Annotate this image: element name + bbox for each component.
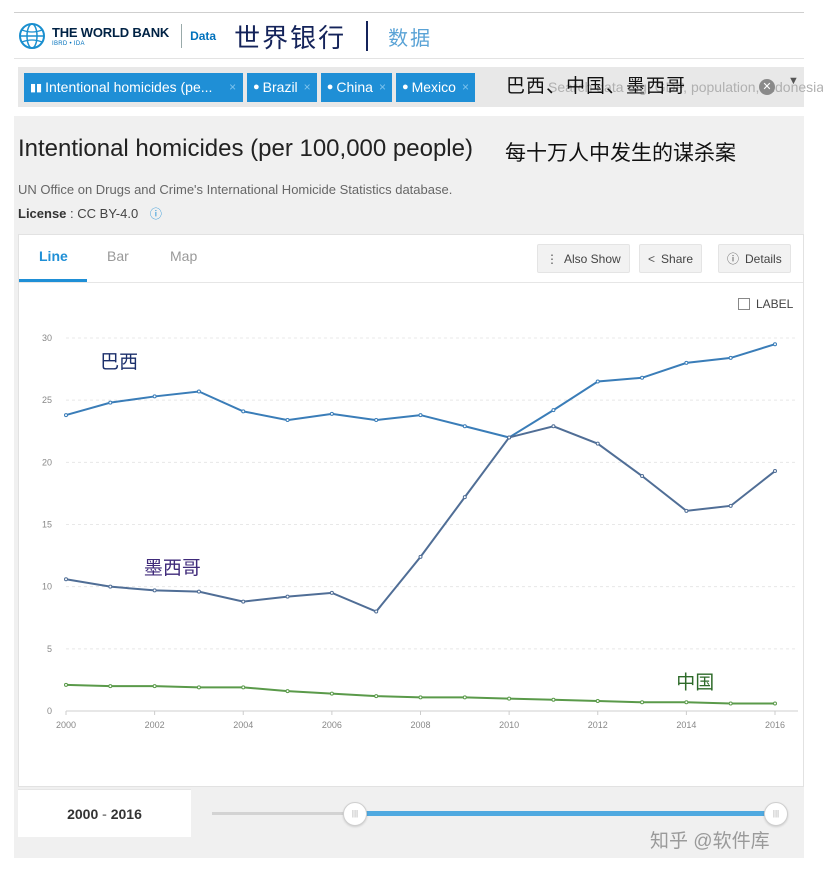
chip-mexico[interactable]: ● Mexico × — [395, 72, 475, 102]
chip-remove-icon[interactable]: × — [378, 80, 386, 94]
chip-indicator-label: Intentional homicides (pe... — [45, 79, 213, 95]
chip-remove-icon[interactable]: × — [461, 80, 469, 94]
header-divider — [181, 24, 183, 48]
also-show-label: Also Show — [564, 251, 621, 266]
share-label: Share — [661, 251, 694, 266]
chip-mexico-label: Mexico — [411, 79, 456, 95]
range-separator: - — [98, 805, 111, 822]
info-icon[interactable]: ⓘ — [149, 207, 162, 221]
top-border — [14, 12, 804, 13]
site-header: THE WORLD BANK IBRD • IDA Data 世界银行 数据 — [14, 14, 804, 58]
logo-subtitle: IBRD • IDA — [52, 40, 85, 47]
map-pin-icon: ● — [253, 81, 260, 93]
bar-chart-icon: ▮▮ — [30, 81, 43, 94]
watermark: 知乎 @软件库 — [650, 831, 770, 852]
header-cn-subtitle: 数据 — [388, 25, 433, 50]
chevron-down-icon[interactable]: ▼ — [788, 75, 799, 87]
chip-china[interactable]: ● China × — [320, 72, 392, 102]
license-line: License : CC BY-4.0 ⓘ — [18, 205, 162, 222]
info-circle-icon: ⓘ — [727, 252, 740, 266]
vertical-dots-icon: ⋮ — [546, 251, 558, 266]
tabs-divider — [19, 282, 803, 283]
chip-brazil-label: Brazil — [262, 79, 298, 95]
chip-remove-icon[interactable]: × — [229, 80, 237, 94]
header-cn-divider — [366, 21, 369, 51]
also-show-button[interactable]: ⋮ Also Show — [537, 244, 630, 273]
page-title: Intentional homicides (per 100,000 peopl… — [18, 135, 473, 162]
label-checkbox[interactable]: LABEL — [738, 297, 793, 311]
slider-selected-range — [355, 811, 775, 816]
share-button[interactable]: < Share — [639, 244, 703, 273]
details-button[interactable]: ⓘ Details — [718, 244, 791, 273]
world-bank-globe-icon[interactable] — [18, 22, 46, 50]
data-source: UN Office on Drugs and Crime's Internati… — [18, 182, 453, 197]
logo-title: THE WORLD BANK — [52, 24, 170, 40]
filter-cn-annotation: 巴西、中国、墨西哥 — [506, 75, 687, 97]
page-title-cn: 每十万人中发生的谋杀案 — [505, 141, 736, 165]
tab-line[interactable]: Line — [39, 248, 68, 264]
details-label: Details — [745, 251, 782, 266]
slider-handle-start[interactable]: ||| — [343, 802, 367, 826]
range-start: 2000 — [67, 805, 99, 822]
data-link[interactable]: Data — [190, 29, 217, 43]
label-checkbox-text: LABEL — [756, 297, 794, 311]
clear-all-icon[interactable]: ✕ — [759, 79, 775, 95]
header-cn-title: 世界银行 — [234, 23, 347, 54]
header-bottom-border — [14, 58, 804, 59]
range-end: 2016 — [110, 805, 142, 822]
chart-card — [18, 234, 804, 787]
map-pin-icon: ● — [401, 81, 409, 93]
year-range-display: 2000 - 2016 — [18, 789, 191, 837]
chip-indicator[interactable]: ▮▮ Intentional homicides (pe... × — [24, 72, 243, 102]
chip-china-label: China — [336, 79, 373, 95]
tab-map[interactable]: Map — [170, 248, 198, 264]
active-tab-indicator — [19, 279, 87, 282]
chip-remove-icon[interactable]: × — [303, 80, 311, 94]
tab-bar[interactable]: Bar — [107, 248, 129, 264]
slider-handle-end[interactable]: ||| — [764, 802, 788, 826]
share-icon: < — [648, 251, 656, 266]
license-label: License — [18, 206, 67, 221]
license-value: : CC BY-4.0 — [70, 206, 139, 221]
search-input[interactable]: Search data e.g. GDP, population, Indone… — [548, 79, 823, 95]
logo-wordmark[interactable]: THE WORLD BANK IBRD • IDA — [52, 26, 169, 47]
map-pin-icon: ● — [326, 81, 334, 93]
filter-bar: ▮▮ Intentional homicides (pe... × ● Braz… — [18, 67, 823, 107]
chip-brazil[interactable]: ● Brazil × — [247, 72, 317, 102]
checkbox-icon[interactable] — [738, 298, 750, 310]
